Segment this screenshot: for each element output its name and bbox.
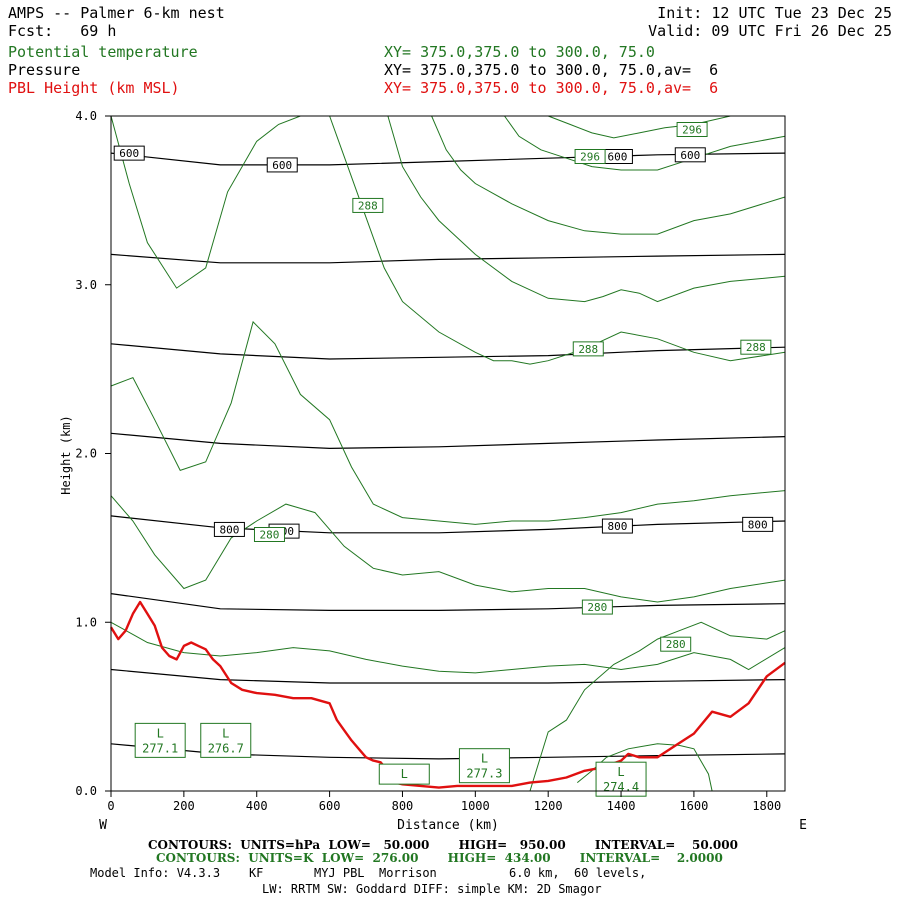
theta-label-box <box>352 197 384 213</box>
pressure-label: 800 <box>219 523 239 536</box>
theta-label: 288 <box>578 343 598 356</box>
theta-contour-9 <box>548 115 785 139</box>
plot-frame <box>110 115 786 792</box>
west-label: W <box>99 818 107 833</box>
pressure-label: 600 <box>680 149 700 162</box>
pressure-contour-3 <box>110 343 786 360</box>
theta-contour-10 <box>529 621 786 792</box>
x-tick-label: 600 <box>319 799 341 813</box>
theta-label: 296 <box>580 151 600 164</box>
theta-label-box <box>253 527 285 542</box>
pressure-label-box <box>742 516 774 532</box>
x-axis-label: Distance (km) <box>397 818 499 833</box>
theta-contour-5 <box>329 115 786 365</box>
x-tick-label: 1200 <box>534 799 563 813</box>
x-tick-label: 1000 <box>461 799 490 813</box>
pressure-label: 800 <box>748 518 768 531</box>
pressure-label-box <box>213 521 245 537</box>
pressure-contour-6 <box>110 593 786 611</box>
pressure-label-box <box>113 145 145 161</box>
x-tick-label: 1800 <box>752 799 781 813</box>
y-tick-label: 4.0 <box>75 109 97 123</box>
x-tick-label: 0 <box>107 799 114 813</box>
theta-label: 288 <box>746 341 766 354</box>
model-title: AMPS -- Palmer 6-km nest <box>8 4 225 22</box>
pressure-label: 600 <box>607 151 627 164</box>
pressure-label-box <box>674 147 706 163</box>
physics-info: LW: RRTM SW: Goddard DIFF: simple KM: 2D… <box>262 882 602 896</box>
theta-contour-3 <box>110 495 786 603</box>
low-center-letter: L <box>222 726 229 740</box>
pressure-contour-1 <box>110 152 786 166</box>
low-center-box <box>134 722 186 758</box>
variable-pbl-name: PBL Height (km MSL) <box>8 79 180 97</box>
low-center-box <box>458 748 510 784</box>
contour-labels: 6006006006008008008008002962962882882882… <box>113 122 774 797</box>
variable-pressure-name: Pressure <box>8 61 81 79</box>
variable-pressure-xy: XY= 375.0,375.0 to 300.0, 75.0,av= 6 <box>384 61 719 79</box>
variable-theta-name: Potential temperature <box>8 43 198 61</box>
theta-contour-8 <box>504 115 786 171</box>
theta-label: 280 <box>666 638 686 651</box>
x-tick-label: 400 <box>246 799 268 813</box>
theta-label-box <box>572 341 604 357</box>
pressure-contour-2 <box>110 253 786 264</box>
theta-contours <box>110 115 786 792</box>
east-label: E <box>799 818 807 833</box>
pbl-height-line <box>109 600 786 789</box>
low-center-letter: L <box>401 767 408 781</box>
variable-pbl-xy: XY= 375.0,375.0 to 300.0, 75.0,av= 6 <box>384 79 719 97</box>
model-info: Model Info: V4.3.3 KF MYJ PBL Morrison 6… <box>90 866 647 880</box>
pbl-height-series <box>109 600 786 789</box>
pressure-label: 800 <box>607 520 627 533</box>
forecast-hour: Fcst: 69 h <box>8 22 117 40</box>
y-tick-label: 1.0 <box>75 615 97 629</box>
y-tick-label: 0.0 <box>75 784 97 798</box>
theta-label: 288 <box>358 199 378 212</box>
valid-time: Valid: 09 UTC Fri 26 Dec 25 <box>648 22 892 40</box>
theta-contour-7 <box>431 115 786 235</box>
pressure-contour-5 <box>110 515 786 534</box>
init-time: Init: 12 UTC Tue 23 Dec 25 <box>657 4 892 22</box>
theta-label: 296 <box>682 124 702 137</box>
theta-label-box <box>676 122 708 137</box>
pressure-label: 600 <box>272 159 292 172</box>
theta-contour-2 <box>110 320 786 525</box>
y-axis-label: Height (km) <box>59 415 73 494</box>
theta-contour-4 <box>110 621 786 674</box>
theta-contour-6 <box>387 115 786 303</box>
theta-label: 280 <box>587 601 607 614</box>
low-center-value: 276.7 <box>208 741 244 755</box>
x-tick-label: 1400 <box>607 799 636 813</box>
low-center-letter: L <box>617 765 624 779</box>
low-center-box <box>378 763 430 785</box>
pressure-contour-4 <box>110 432 786 450</box>
pressure-contour-7 <box>110 668 786 684</box>
variable-theta-xy: XY= 375.0,375.0 to 300.0, 75.0 <box>384 43 655 61</box>
low-center-value: 277.3 <box>466 767 502 781</box>
theta-label-box <box>660 636 692 652</box>
x-tick-label: 1600 <box>679 799 708 813</box>
low-center-letter: L <box>157 726 164 740</box>
theta-label: 280 <box>260 529 280 542</box>
pressure-label: 600 <box>119 147 139 160</box>
y-tick-label: 3.0 <box>75 278 97 292</box>
pressure-label-box <box>601 518 633 534</box>
low-center-letter: L <box>481 752 488 766</box>
low-center-box <box>200 722 252 758</box>
pressure-label-box <box>266 157 298 173</box>
x-tick-label: 800 <box>392 799 414 813</box>
axes: 0 200 400 600 800 1000 1200 1400 1600 1800 0.0 1.0 2… <box>75 109 781 813</box>
low-center-value: 277.1 <box>142 741 178 755</box>
theta-label-box <box>581 599 613 615</box>
theta-contour-info: CONTOURS: UNITS=K LOW= 276.00 HIGH= 434.… <box>156 851 723 865</box>
y-tick-label: 2.0 <box>75 447 97 461</box>
x-tick-label: 200 <box>173 799 195 813</box>
theta-label-box <box>740 339 772 355</box>
pressure-contour-info: CONTOURS: UNITS=hPa LOW= 50.000 HIGH= 95… <box>148 838 738 852</box>
theta-label-box <box>574 149 606 164</box>
